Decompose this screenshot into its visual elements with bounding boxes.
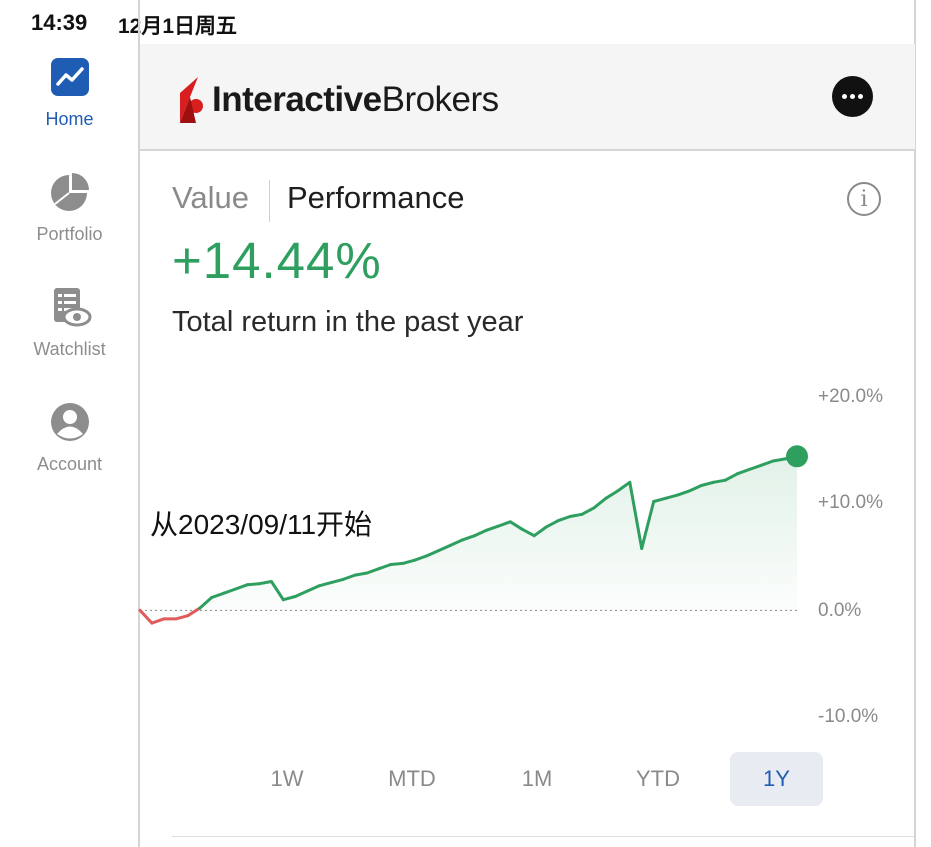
- series-line-segment: [174, 614, 190, 621]
- series-line-segment: [449, 538, 464, 547]
- series-line-segment: [293, 589, 309, 598]
- y-tick-label: 0.0%: [818, 600, 862, 621]
- sidebar: Home Portfolio Watchlist: [0, 44, 139, 847]
- last-point-marker: [786, 445, 808, 468]
- series-line-segment: [413, 554, 429, 562]
- series-line-segment: [652, 496, 668, 503]
- series-line-segment: [317, 581, 333, 588]
- total-return-label: Total return in the past year: [172, 306, 524, 338]
- series-line-segment: [783, 454, 799, 461]
- bottom-divider: [172, 836, 914, 837]
- period-ytd[interactable]: YTD: [636, 766, 680, 791]
- tab-value[interactable]: Value: [172, 180, 249, 215]
- series-line-segment: [281, 595, 297, 602]
- total-return-value: +14.44%: [172, 232, 382, 289]
- sidebar-divider: [138, 0, 140, 847]
- sidebar-item-label: Watchlist: [33, 339, 106, 359]
- series-line-segment: [568, 512, 584, 518]
- period-1w[interactable]: 1W: [270, 766, 304, 791]
- series-line-segment: [150, 617, 166, 625]
- y-tick-label: +20.0%: [818, 386, 883, 407]
- series-line-segment: [759, 459, 775, 467]
- series-line-segment: [186, 606, 202, 618]
- info-icon[interactable]: i: [847, 182, 881, 216]
- series-line-segment: [461, 534, 476, 542]
- series-line-segment: [353, 571, 369, 577]
- pie-chart-icon: [47, 169, 93, 215]
- tab-performance[interactable]: Performance: [287, 180, 465, 215]
- y-tick-label: +10.0%: [818, 492, 883, 513]
- series-line-segment: [258, 580, 273, 586]
- series-line-segment: [246, 582, 261, 587]
- series-line-segment: [377, 563, 393, 571]
- series-line-segment: [222, 587, 238, 595]
- brand-logo: InteractiveBrokers: [178, 72, 499, 128]
- series-line-segment: [604, 489, 620, 500]
- series-line-segment: [329, 577, 345, 585]
- tab-divider: [269, 180, 270, 222]
- watchlist-icon: [47, 284, 93, 330]
- right-divider: [914, 0, 916, 847]
- series-line-segment: [688, 484, 703, 493]
- series-line-segment: [365, 567, 381, 575]
- series-line-segment: [269, 580, 285, 602]
- sidebar-item-label: Home: [45, 109, 94, 129]
- series-line-segment: [234, 583, 249, 591]
- sidebar-item-home[interactable]: Home: [0, 54, 139, 130]
- status-time: 14:39: [31, 10, 88, 35]
- series-line-segment: [544, 519, 560, 529]
- status-bar: 14:39 12月1日周五: [0, 0, 931, 44]
- series-line-segment: [747, 463, 763, 471]
- series-line-segment: [484, 524, 500, 532]
- period-1y[interactable]: 1Y: [730, 752, 823, 806]
- status-date: 12月1日周五: [118, 15, 238, 38]
- series-line-segment: [592, 496, 608, 510]
- series-line-segment: [532, 525, 548, 538]
- series-line-segment: [341, 573, 357, 581]
- series-line-segment: [723, 472, 739, 482]
- sidebar-item-label: Portfolio: [36, 224, 103, 244]
- series-line-segment: [771, 457, 787, 463]
- user-icon: [47, 399, 93, 445]
- series-line-segment: [628, 480, 644, 550]
- series-line-segment: [580, 506, 596, 516]
- brand-mark-icon: [180, 77, 203, 123]
- series-line-segment: [437, 543, 453, 553]
- series-line-segment: [425, 549, 441, 558]
- series-line-segment: [401, 558, 417, 565]
- series-line-segment: [556, 515, 572, 523]
- series-line-segment: [210, 591, 226, 599]
- app-header: InteractiveBrokers: [140, 44, 915, 151]
- series-line-segment: [496, 520, 512, 528]
- sidebar-item-watchlist[interactable]: Watchlist: [0, 284, 139, 360]
- series-line-segment: [138, 608, 154, 625]
- series-line-segment: [305, 584, 321, 593]
- series-line-segment: [508, 520, 524, 531]
- series-line-segment: [664, 493, 679, 500]
- series-line-segment: [520, 527, 536, 538]
- series-line-segment: [735, 468, 751, 476]
- period-1m[interactable]: 1M: [521, 766, 553, 791]
- period-mtd[interactable]: MTD: [388, 766, 436, 791]
- more-icon: [842, 94, 847, 99]
- series-line-segment: [198, 596, 214, 610]
- sidebar-item-label: Account: [36, 454, 103, 474]
- series-line-segment: [473, 528, 488, 538]
- series-line-segment: [640, 500, 656, 550]
- sidebar-item-portfolio[interactable]: Portfolio: [0, 169, 139, 245]
- series-line-segment: [616, 480, 632, 493]
- chart-line-icon: [47, 54, 93, 100]
- series-line-segment: [389, 561, 405, 566]
- sidebar-item-account[interactable]: Account: [0, 399, 139, 475]
- y-tick-label: -10.0%: [818, 706, 879, 727]
- chart-annotation: 从2023/09/11开始: [150, 509, 373, 540]
- series-line-segment: [676, 489, 691, 497]
- brand-name: InteractiveBrokers: [212, 80, 499, 119]
- series-line-segment: [699, 480, 715, 487]
- more-button[interactable]: [832, 76, 873, 117]
- series-line-segment: [711, 478, 727, 484]
